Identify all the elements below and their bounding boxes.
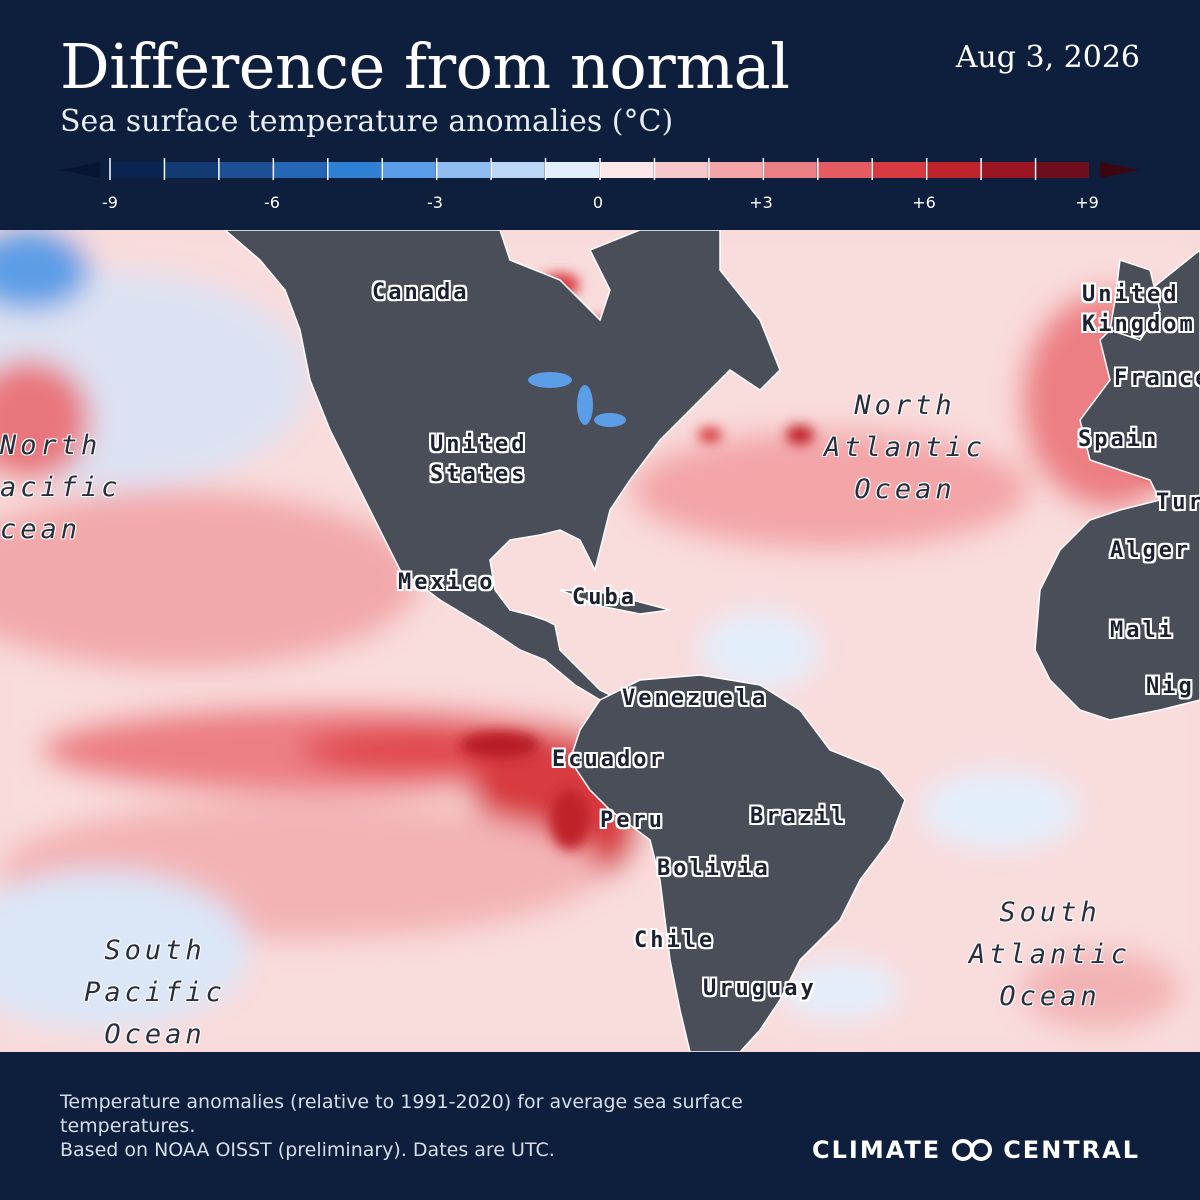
label-north-pacific-ocean: North acific cean xyxy=(0,430,122,545)
climate-central-logo: CLIMATE CENTRAL xyxy=(812,1136,1140,1164)
legend-swatch xyxy=(273,162,327,178)
date-label: Aug 3, 2026 xyxy=(955,40,1140,75)
label-uruguay: Uruguay xyxy=(703,976,817,1001)
legend-tick: +9 xyxy=(1075,193,1099,212)
footnote-line-2: Based on NOAA OISST (preliminary). Dates… xyxy=(60,1139,555,1161)
footer: Temperature anomalies (relative to 1991-… xyxy=(0,1052,1200,1200)
infinity-logo-icon xyxy=(952,1139,993,1161)
label-south-pacific-ocean: South Pacific Ocean xyxy=(84,935,226,1050)
label-algeria: Alger xyxy=(1110,538,1192,563)
label-chile: Chile xyxy=(634,928,716,953)
label-bolivia: Bolivia xyxy=(657,856,771,881)
legend-tick: -6 xyxy=(264,193,280,212)
page-title: Difference from normal xyxy=(60,30,790,103)
legend-swatch xyxy=(654,162,708,178)
footnote: Temperature anomalies (relative to 1991-… xyxy=(60,1090,820,1162)
label-north-atlantic-ocean: North Atlantic Ocean xyxy=(823,390,987,505)
legend-swatch xyxy=(600,162,654,178)
brand-left: CLIMATE xyxy=(811,1136,942,1164)
legend-swatch xyxy=(491,162,545,178)
label-united-kingdom: United Kingdom xyxy=(1082,282,1196,337)
label-venezuela: Venezuela xyxy=(622,686,769,711)
legend-left-arrow xyxy=(60,162,100,178)
legend-tick: -3 xyxy=(427,193,443,212)
map-canvas xyxy=(0,230,1200,1052)
label-turkey: Tur xyxy=(1156,490,1200,515)
page-subtitle: Sea surface temperature anomalies (°C) xyxy=(60,104,674,139)
legend-swatch xyxy=(436,162,491,178)
label-mali: Mali xyxy=(1110,618,1175,643)
legend-right-arrow xyxy=(1100,162,1140,178)
legend-swatch xyxy=(110,162,164,178)
great-lakes xyxy=(528,372,626,427)
legend-swatch xyxy=(926,162,981,178)
label-peru: Peru xyxy=(600,808,665,833)
legend-swatch xyxy=(382,162,436,178)
anomaly-map[interactable]: Canada United States Mexico Cuba Venezue… xyxy=(0,230,1200,1052)
label-france: France xyxy=(1114,366,1200,391)
brand-right: CENTRAL xyxy=(1003,1136,1140,1164)
legend-tick: +6 xyxy=(912,193,936,212)
legend-swatch xyxy=(817,162,872,178)
header: Difference from normal Sea surface tempe… xyxy=(0,0,1200,230)
land-cuba xyxy=(559,589,671,615)
legend-swatch xyxy=(1035,162,1089,178)
legend-tick: -9 xyxy=(102,193,118,212)
legend-swatch xyxy=(327,162,382,178)
legend-swatch xyxy=(164,162,218,178)
color-legend xyxy=(60,158,1140,182)
label-spain: Spain xyxy=(1078,427,1160,452)
legend-swatch xyxy=(763,162,817,178)
legend-swatch xyxy=(981,162,1035,178)
legend-tick: +3 xyxy=(749,193,773,212)
legend-swatch xyxy=(708,162,763,178)
label-niger: Nig xyxy=(1146,674,1195,699)
label-cuba: Cuba xyxy=(572,585,637,610)
label-canada: Canada xyxy=(372,280,470,305)
land-north-america xyxy=(223,230,781,701)
land-europe-africa xyxy=(1034,249,1200,721)
legend-swatch xyxy=(545,162,599,178)
label-brazil: Brazil xyxy=(750,804,848,829)
footnote-line-1: Temperature anomalies (relative to 1991-… xyxy=(60,1091,743,1137)
label-south-atlantic-ocean: South Atlantic Ocean xyxy=(968,897,1132,1012)
legend-bar xyxy=(60,158,1140,180)
label-united-states: United States xyxy=(430,432,528,487)
label-ecuador: Ecuador xyxy=(552,747,666,772)
legend-tick: 0 xyxy=(592,193,604,212)
label-mexico: Mexico xyxy=(398,570,496,595)
land-south-america xyxy=(569,674,906,1052)
legend-swatch xyxy=(872,162,926,178)
land-uk xyxy=(1109,258,1161,341)
legend-swatch xyxy=(218,162,273,178)
